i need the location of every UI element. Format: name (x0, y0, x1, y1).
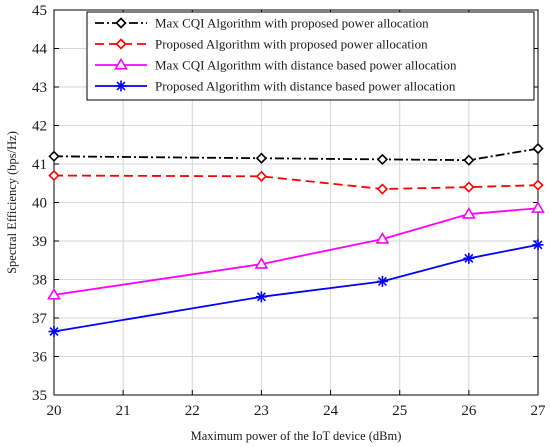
x-tick-label: 21 (116, 403, 131, 419)
marker-stroke (116, 81, 126, 91)
y-tick-label: 40 (32, 196, 47, 212)
data-point (532, 142, 544, 155)
data-point (255, 291, 267, 303)
data-point (255, 152, 268, 164)
marker-stroke (464, 253, 474, 263)
marker-stroke (256, 292, 266, 302)
axis-ticks: 20 21 22 23 24 25 26 27 35 36 37 38 39 40 41 42 43 44 45 (32, 3, 546, 419)
data-point (463, 181, 475, 193)
y-tick-label: 38 (32, 273, 47, 289)
x-tick-label: 22 (185, 403, 200, 419)
y-tick-label: 43 (32, 80, 47, 96)
y-tick-label: 37 (32, 311, 48, 327)
data-point (376, 183, 389, 195)
data-point (463, 154, 475, 166)
y-tick-label: 39 (32, 234, 47, 250)
x-tick-label: 23 (254, 403, 269, 419)
legend-label: Proposed Algorithm with distance based p… (155, 79, 456, 94)
marker-stroke (377, 276, 387, 286)
data-point (531, 201, 545, 213)
y-tick-label: 45 (32, 3, 47, 19)
x-axis-title: Maximum power of the IoT device (dBm) (191, 429, 402, 443)
x-tick-label: 20 (47, 403, 62, 419)
legend-item: Max CQI Algorithm with distance based po… (95, 58, 457, 73)
data-point (48, 150, 60, 162)
data-point (376, 153, 389, 166)
y-tick-label: 42 (32, 119, 47, 135)
data-point (532, 239, 544, 251)
data-point (463, 252, 475, 264)
data-point (255, 170, 268, 182)
legend-item: Proposed Algorithm with distance based p… (95, 79, 456, 94)
x-tick-label: 26 (461, 403, 477, 419)
data-point (47, 287, 61, 300)
legend-marker (115, 38, 127, 50)
x-tick-label: 24 (323, 403, 339, 419)
data-point (254, 257, 269, 269)
marker-stroke (49, 326, 59, 337)
data-point (48, 169, 60, 182)
legend-marker (114, 57, 128, 70)
data-point (532, 179, 544, 191)
data-point (375, 231, 390, 244)
series-group (47, 142, 545, 337)
y-tick-label: 44 (32, 42, 48, 58)
legend-label: Max CQI Algorithm with proposed power al… (155, 16, 429, 31)
legend-box (86, 11, 535, 101)
x-tick-label: 27 (531, 403, 547, 419)
y-axis-title: Spectral Efficiency (bps/Hz) (5, 131, 19, 274)
series-4 (48, 239, 544, 337)
series-1 (48, 142, 544, 166)
series-line (53, 207, 539, 296)
series-3 (47, 201, 545, 300)
legend-label: Proposed Algorithm with proposed power a… (155, 37, 428, 52)
legend: Max CQI Algorithm with proposed power al… (86, 11, 535, 101)
data-point (461, 206, 476, 219)
legend-item: Max CQI Algorithm with proposed power al… (95, 16, 429, 31)
y-tick-label: 35 (32, 388, 47, 404)
data-point (376, 275, 388, 287)
legend-marker (115, 17, 127, 29)
marker-stroke (533, 240, 543, 250)
legend-marker (115, 80, 127, 92)
legend-label: Max CQI Algorithm with distance based po… (155, 58, 457, 73)
y-tick-label: 36 (32, 350, 48, 366)
y-tick-label: 41 (32, 157, 47, 173)
legend-item: Proposed Algorithm with proposed power a… (95, 37, 428, 52)
data-point (48, 325, 60, 337)
series-2 (48, 169, 544, 195)
x-tick-label: 25 (392, 403, 407, 419)
